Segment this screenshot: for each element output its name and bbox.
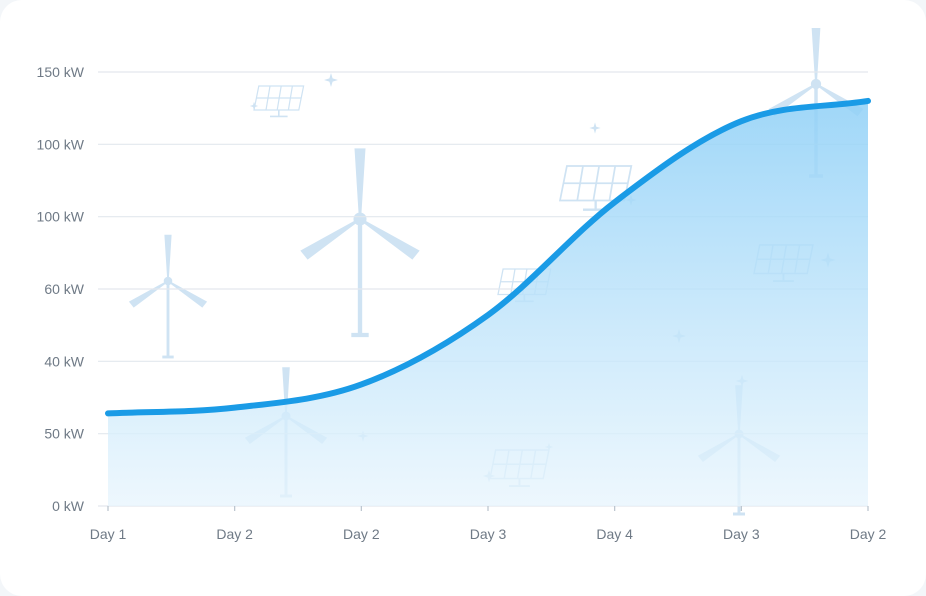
series-line: [105, 97, 871, 417]
data-point: [865, 98, 871, 104]
y-tick-label: 60 kW: [44, 281, 84, 297]
y-tick-label: 0 kW: [52, 498, 85, 514]
wind-turbine-icon: [302, 149, 418, 335]
y-tick-label: 50 kW: [44, 426, 84, 442]
y-axis-ticks: 0 kW 50 kW 40 kW 60 kW 100 kW 100 kW 150 kW: [37, 64, 85, 514]
data-point: [612, 199, 618, 205]
data-point: [232, 405, 238, 411]
sparkle-icon: [324, 73, 338, 87]
x-tick-label: Day 4: [596, 526, 633, 542]
sparkle-icon: [249, 101, 259, 111]
series-area-fill: [108, 100, 868, 506]
wind-turbine-icon: [128, 233, 208, 359]
y-tick-label: 100 kW: [37, 209, 85, 225]
y-tick-label: 150 kW: [37, 64, 85, 80]
data-point: [105, 410, 111, 416]
data-point: [738, 118, 744, 124]
x-tick-label: Day 2: [216, 526, 253, 542]
y-tick-label: 40 kW: [44, 353, 84, 369]
data-point: [358, 381, 364, 387]
x-tick-label: Day 3: [723, 526, 760, 542]
series-line-layer: [105, 97, 871, 417]
y-tick-label: 100 kW: [37, 136, 85, 152]
solar-panel-icon: [253, 85, 305, 118]
x-tick-label: Day 3: [470, 526, 507, 542]
sparkle-icon: [589, 122, 601, 134]
x-tick-label: Day 2: [343, 526, 380, 542]
area-fill-layer: [108, 100, 868, 506]
data-point: [485, 312, 491, 318]
x-axis-ticks: Day 1 Day 2 Day 2 Day 3 Day 4 Day 3 Day 2: [90, 506, 887, 542]
x-tick-label: Day 1: [90, 526, 127, 542]
x-tick-label: Day 2: [850, 526, 887, 542]
